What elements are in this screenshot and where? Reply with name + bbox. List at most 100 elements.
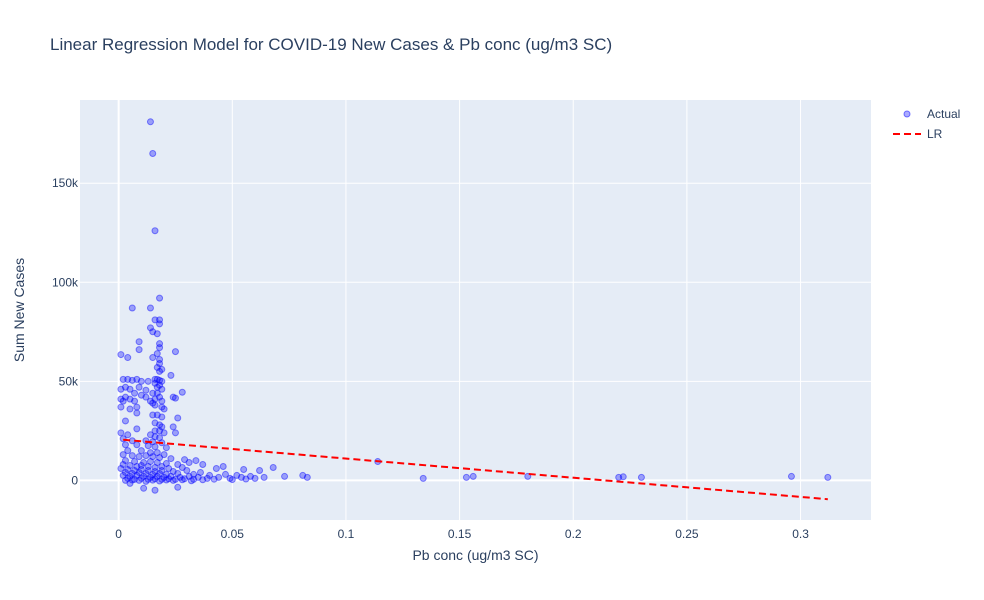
actual-point (165, 464, 173, 472)
actual-point (156, 356, 164, 364)
actual-point (156, 367, 164, 375)
actual-point (153, 330, 161, 338)
actual-point (128, 304, 136, 312)
actual-point (135, 453, 143, 461)
actual-point (131, 466, 139, 474)
actual-point (156, 469, 164, 477)
legend-label-lr: LR (927, 127, 943, 141)
actual-point (151, 467, 159, 475)
actual-point (151, 379, 159, 387)
actual-point (153, 363, 161, 371)
actual-point (135, 468, 143, 476)
actual-point (210, 475, 218, 483)
actual-point (153, 472, 161, 480)
actual-point (233, 471, 241, 479)
actual-point (128, 469, 136, 477)
actual-point (156, 434, 164, 442)
actual-point (787, 472, 795, 480)
actual-point (146, 397, 154, 405)
actual-point (135, 383, 143, 391)
actual-point (151, 375, 159, 383)
actual-point (119, 451, 127, 459)
actual-point (151, 486, 159, 494)
actual-point (151, 443, 159, 451)
actual-point (137, 465, 145, 473)
actual-point (151, 227, 159, 235)
actual-point (137, 474, 145, 482)
actual-point (169, 476, 177, 484)
x-tick-label: 0.25 (675, 527, 699, 541)
actual-point (156, 427, 164, 435)
actual-point (153, 459, 161, 467)
actual-point (419, 474, 427, 482)
actual-point (151, 427, 159, 435)
x-tick-label: 0.05 (221, 527, 245, 541)
legend[interactable]: Actual LR (893, 107, 960, 141)
legend-item-actual[interactable]: Actual (903, 107, 960, 121)
actual-point (121, 441, 129, 449)
legend-marker-actual (903, 110, 911, 118)
actual-point (240, 465, 248, 473)
actual-point (160, 405, 168, 413)
actual-point (174, 483, 182, 491)
actual-point (124, 431, 132, 439)
actual-point (146, 473, 154, 481)
actual-point (185, 459, 193, 467)
y-tick-label: 0 (71, 473, 78, 487)
actual-point (174, 414, 182, 422)
y-tick-label: 100k (52, 275, 79, 289)
actual-point (178, 464, 186, 471)
actual-point (137, 447, 145, 455)
actual-point (181, 456, 189, 464)
actual-point (203, 474, 211, 482)
actual-point (137, 462, 145, 470)
x-tick-label: 0.3 (792, 527, 809, 541)
actual-point (124, 474, 132, 482)
actual-point (126, 479, 134, 487)
actual-point (246, 472, 254, 480)
actual-point (171, 348, 179, 356)
actual-point (183, 466, 191, 474)
actual-point (156, 294, 164, 302)
actual-point (178, 476, 186, 484)
actual-point (142, 393, 150, 401)
actual-point (160, 429, 168, 437)
actual-point (126, 472, 134, 480)
actual-point (117, 429, 125, 437)
actual-point (149, 411, 157, 419)
actual-point (153, 375, 161, 383)
actual-point (144, 475, 152, 483)
actual-point (162, 476, 170, 484)
y-tick-label: 50k (59, 374, 79, 388)
actual-point (156, 381, 164, 389)
actual-point (637, 473, 645, 481)
actual-point (615, 473, 623, 481)
actual-point (149, 389, 157, 397)
legend-item-lr[interactable]: LR (893, 127, 943, 141)
actual-point (194, 473, 202, 481)
actual-point (124, 465, 132, 473)
actual-point (165, 475, 173, 483)
actual-point (121, 476, 129, 484)
tick-layer: 0 0.05 0.1 0.15 0.2 0.25 0.3 0 50k 100k 150k (52, 176, 809, 541)
actual-point (228, 476, 236, 484)
actual-point (303, 473, 311, 481)
y-tick-label: 150k (52, 176, 79, 190)
actual-point (299, 471, 307, 479)
actual-point (167, 455, 175, 463)
actual-point (212, 464, 220, 472)
actual-point (119, 397, 127, 405)
actual-point (156, 359, 164, 367)
actual-point (158, 403, 166, 411)
actual-point (131, 458, 139, 466)
actual-point (135, 338, 143, 346)
actual-point (153, 411, 161, 419)
actual-point (142, 477, 150, 485)
actual-point (149, 149, 157, 157)
x-tick-label: 0.2 (565, 527, 582, 541)
actual-point (119, 471, 127, 479)
actual-point (153, 350, 161, 358)
actual-point (256, 466, 264, 474)
actual-point (260, 473, 268, 481)
legend-label-actual: Actual (927, 107, 960, 121)
